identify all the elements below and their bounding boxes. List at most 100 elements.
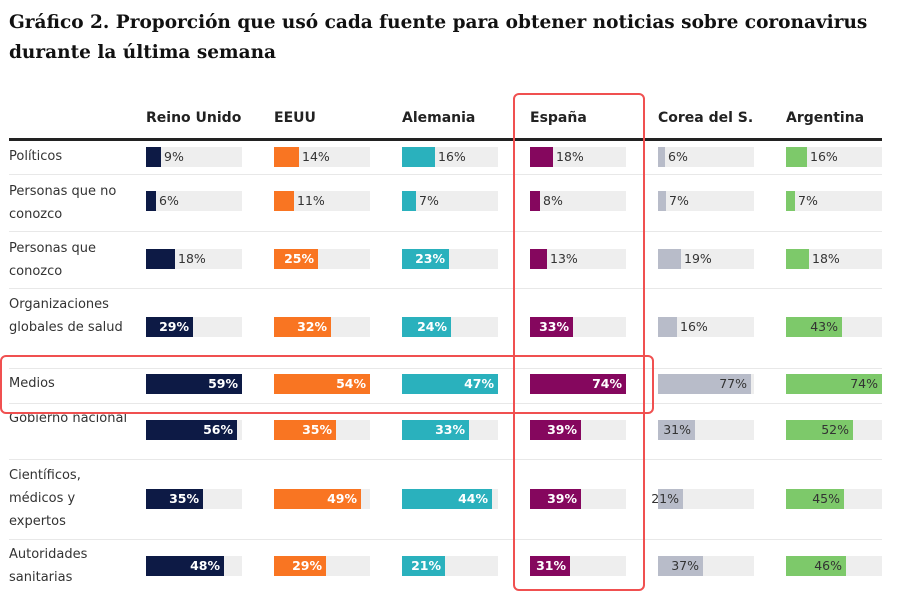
bar [786,147,807,167]
bar [402,191,416,211]
bar-track: 21% [402,556,498,576]
data-label: 21% [651,491,679,506]
data-label: 6% [159,193,179,208]
column-header: Argentina [786,110,865,126]
bar [274,191,294,211]
bar-track: 8% [530,191,626,211]
bar-track: 37% [658,556,754,576]
bar-track: 77% [658,374,754,394]
bar [402,317,451,337]
bar-track: 16% [786,147,882,167]
bar [658,317,677,337]
bar [146,147,161,167]
data-label: 14% [302,149,330,164]
bar [786,556,846,576]
bar [530,317,573,337]
data-label: 35% [302,422,332,437]
bar [658,191,666,211]
bar [402,147,435,167]
data-label: 39% [547,491,577,506]
bar-track: 35% [274,420,370,440]
data-label: 13% [550,251,578,266]
bar-track: 21% [651,489,754,509]
row-separator [9,459,882,460]
row-label: Organizaciones globales de salud [9,297,123,335]
column-header: España [530,110,587,126]
bar [274,420,336,440]
data-label: 23% [415,251,445,266]
data-label: 48% [190,558,220,573]
bar [786,191,795,211]
data-label: 74% [850,376,878,391]
bar [274,374,370,394]
bar [530,374,626,394]
row-label: Personas que no conozco [9,184,117,222]
bar-track: 7% [658,191,754,211]
row-label: Personas que conozco [9,241,97,279]
data-label: 54% [336,376,366,391]
bar [658,249,681,269]
bar-track: 33% [530,317,626,337]
bar-track: 11% [274,191,370,211]
bar-track: 18% [146,249,242,269]
bar-track: 46% [786,556,882,576]
data-label: 59% [208,376,238,391]
bar [530,489,581,509]
data-label: 29% [292,558,322,573]
bar [402,420,469,440]
bar-track: 13% [530,249,626,269]
data-label: 9% [164,149,184,164]
bar-track: 74% [530,374,626,394]
bar-track: 74% [786,374,882,394]
bar [786,249,809,269]
chart-title: Gráfico 2. Proporción que usó cada fuent… [9,12,868,63]
data-label: 37% [671,558,699,573]
data-label: 35% [169,491,199,506]
data-label: 25% [284,251,314,266]
row-label: Gobierno nacional [9,411,128,426]
bar [530,420,581,440]
data-label: 24% [417,319,447,334]
bar [146,249,175,269]
data-label: 11% [297,193,325,208]
data-label: 44% [458,491,488,506]
bar [274,317,331,337]
data-label: 16% [810,149,838,164]
data-label: 47% [464,376,494,391]
row-label: Políticos [9,149,63,164]
bar-track: 14% [274,147,370,167]
bar [530,249,547,269]
column-header: Reino Unido [146,110,242,126]
bar [402,556,445,576]
bar-track: 18% [530,147,626,167]
data-label: 39% [547,422,577,437]
row-label: Medios [9,376,55,391]
data-label: 6% [668,149,688,164]
data-label: 29% [159,319,189,334]
bar-track: 54% [274,374,370,394]
bar-track: 23% [402,249,498,269]
bar-track: 33% [402,420,498,440]
row-separator [9,539,882,540]
bar [658,556,703,576]
bar [274,556,326,576]
bar-track: 19% [658,249,754,269]
bar [658,489,683,509]
row-label: Científicos, médicos y expertos [9,468,81,529]
data-label: 33% [435,422,465,437]
bar-track: 29% [146,317,242,337]
data-label: 16% [438,149,466,164]
bar [786,374,882,394]
bar-track: 7% [402,191,498,211]
data-label: 32% [297,319,327,334]
bar-track: 47% [402,374,498,394]
bar-track: 31% [530,556,626,576]
header-rule [9,138,882,141]
data-label: 33% [539,319,569,334]
bar [786,317,842,337]
bar-track: 52% [786,420,882,440]
bar [146,489,203,509]
data-label: 45% [812,491,840,506]
bar [402,489,492,509]
bar-track: 45% [786,489,882,509]
